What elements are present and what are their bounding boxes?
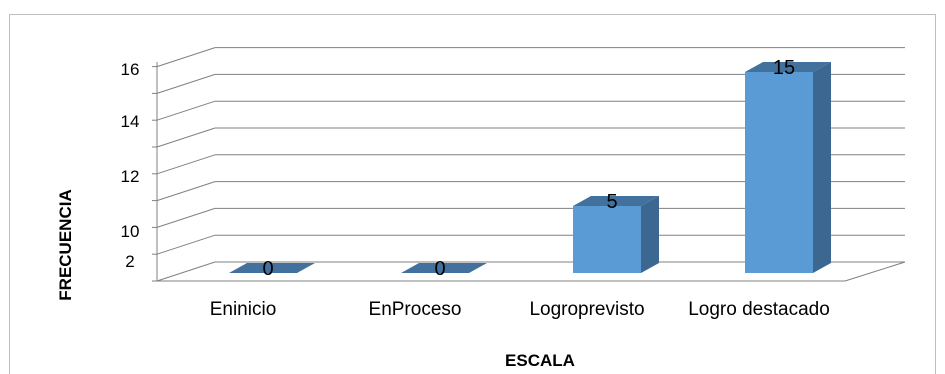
y-tick-label: 2	[125, 252, 134, 271]
category-label: Logro destacado	[688, 299, 830, 320]
gridline-depth	[156, 181, 216, 202]
y-tick-label: 16	[121, 60, 140, 79]
bar-top	[229, 263, 315, 273]
gridline-depth	[156, 73, 216, 94]
bar-top	[573, 196, 659, 206]
gridline-depth	[156, 100, 216, 121]
y-tick-labels: 16 14 12 10 2	[121, 60, 140, 271]
category-label: Eninicio	[210, 299, 277, 320]
x-axis-title: ESCALA	[505, 351, 575, 370]
bar-top	[745, 62, 831, 72]
bar-top	[401, 263, 487, 273]
gridline-depth	[156, 234, 216, 255]
data-label: 0	[262, 258, 273, 280]
bars	[229, 62, 831, 273]
gridline-depth	[156, 154, 216, 175]
data-label: 5	[606, 191, 617, 213]
y-axis-title: FRECUENCIA	[56, 189, 75, 300]
bar	[745, 72, 813, 273]
data-label: 0	[434, 258, 445, 280]
data-label: 15	[773, 57, 795, 79]
y-tick-label: 10	[121, 222, 140, 241]
bar-side	[641, 196, 659, 273]
bar	[573, 206, 641, 273]
y-tick-label: 14	[121, 112, 140, 131]
floor-right-edge	[844, 261, 906, 282]
category-labels: Eninicio EnProceso Logroprevisto Logro dest…	[210, 299, 830, 320]
data-labels: 0 0 5 15	[262, 57, 795, 280]
gridline-depth	[156, 207, 216, 228]
bar-side	[813, 62, 831, 273]
category-label: EnProceso	[369, 299, 462, 320]
chart-frame	[9, 14, 936, 374]
gridline-depth	[156, 47, 216, 68]
gridline-depth	[156, 127, 216, 148]
gridline-depth	[156, 261, 216, 282]
y-tick-label: 12	[121, 167, 140, 186]
category-label: Logroprevisto	[529, 299, 644, 320]
